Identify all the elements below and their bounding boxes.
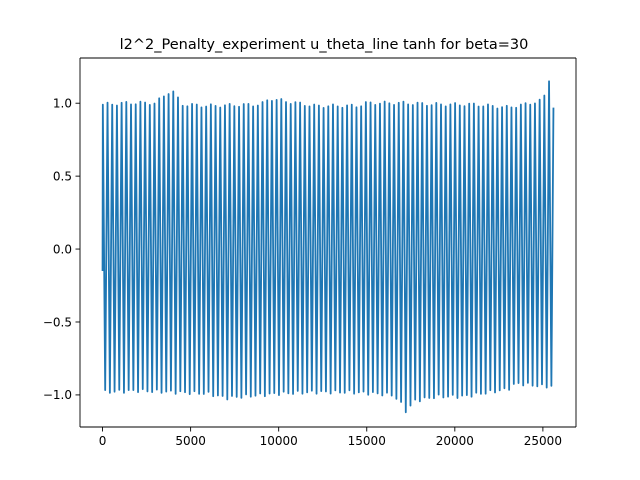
axes: 0 5000 10000 15000 20000 25000 −1.0 −0.5 0.0 0.5 1… [43,57,577,448]
y-tick-label: −0.5 [43,315,72,329]
x-tick-label: 0 [99,434,107,448]
plot-area [101,80,555,414]
y-tick-label: 1.0 [53,97,72,111]
chart-title: l2^2_Penalty_experiment u_theta_line tan… [120,37,529,53]
y-tick-label: −1.0 [43,388,72,402]
x-tick-label: 25000 [524,434,562,448]
x-tick-label: 5000 [175,434,206,448]
y-tick-label: 0.5 [53,169,72,183]
series-line-0 [101,80,555,414]
x-tick-label: 15000 [348,434,386,448]
y-tick-label: 0.0 [53,242,72,256]
x-tick-label: 10000 [260,434,298,448]
x-tick-label: 20000 [436,434,474,448]
